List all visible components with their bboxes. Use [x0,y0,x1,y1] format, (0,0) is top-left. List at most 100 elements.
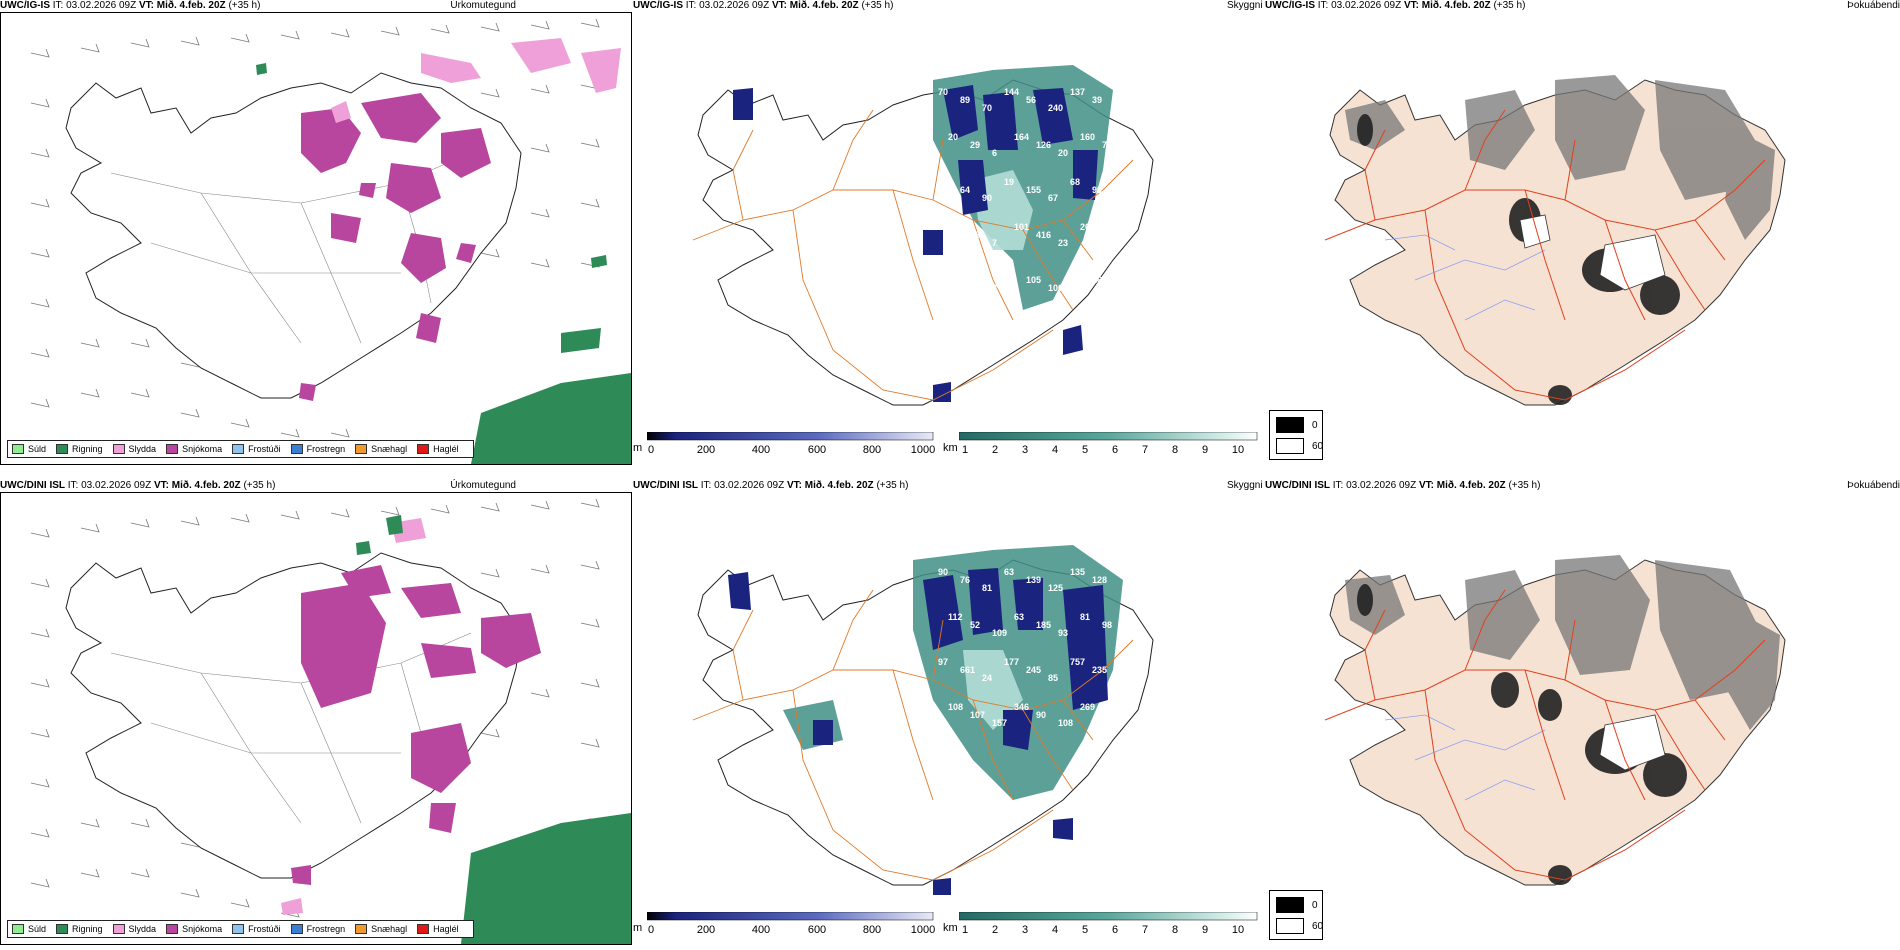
lead-time: (+35 h) [1493,0,1526,11]
vis-value-label: 93 [1102,230,1112,240]
vis-value-label: 29 [970,140,980,150]
vis-value-label: 137 [1070,87,1085,97]
vis-value-label: 89 [960,95,970,105]
row2-fog-panel: UWC/DINI ISL IT: 03.02.2026 09Z VT: Mið.… [1265,480,1900,945]
legend-item: Slydda [112,444,157,454]
vis-value-label: 235 [1092,665,1107,675]
vt-value: Mið. 4.feb. 20Z [171,480,241,491]
vis-value-label: 107 [970,710,985,720]
vis-value-label: 63 [1004,567,1014,577]
fog-key-low-label: 60 [1312,920,1324,932]
tick: 2 [991,924,999,936]
vis-value-label: 108 [1058,718,1073,728]
vis-light-areas [973,170,1033,250]
legend-swatch [417,924,430,934]
roads [692,109,1134,401]
vis-value-label: 105 [1026,275,1041,285]
tick: 600 [807,924,827,936]
fog-title: Þokuábendi [1847,0,1900,11]
vis-value-label: 101 [1014,222,1029,232]
fog-key-high: 0 [1276,897,1318,913]
tick: 600 [807,444,827,456]
tick: 0 [647,924,655,936]
vis-value-label: 67 [1048,193,1058,203]
precip-legend: Súld Rigning Slydda Snjókoma Frostúði Fr… [7,440,474,458]
vis-value-label: 155 [1026,185,1041,195]
legend-item: Haglél [417,924,459,934]
lead-time: (+35 h) [876,480,909,491]
vis-value-label: 85 [1048,673,1058,683]
tick: 1 [961,924,969,936]
precip-title: Úrkomutegund [450,480,516,491]
rivers [1384,714,1546,801]
fog-shading [1345,75,1775,240]
vis-value-label: 57 [970,320,980,330]
it-value: 03.02.2026 09Z [714,480,785,491]
glaciers [1599,714,1666,771]
legend-label: Slydda [128,924,157,934]
row2-precip-header: UWC/DINI ISL IT: 03.02.2026 09Z VT: Mið.… [0,480,275,491]
vis-colorbar-m: m 0 200 400 600 800 1000 [633,432,935,460]
fog-key-swatch [1276,417,1304,433]
legend-item: Frostúði [232,924,281,934]
legend-label: Snæhagl [371,444,408,454]
vis-value-label: 90 [1036,710,1046,720]
fog-map [1324,555,1786,886]
tick: 9 [1201,924,1209,936]
vis-labels: 90 76 81 63 139 125 135 128 112 52 109 63 185 93 81 98 9… [938,567,1117,728]
vis-value-label: 73 [1102,140,1112,150]
vt-value: Mið. 4.feb. 20Z [804,480,874,491]
rain-areas [356,515,631,944]
vis-value-label: 70 [938,87,948,97]
vis-value-label: 661 [960,665,975,675]
tick: 8 [1171,444,1179,456]
legend-swatch [290,444,303,454]
roads [1324,589,1766,881]
vis-low-areas [728,568,1108,895]
fog-key-high: 0 [1276,417,1318,433]
legend-swatch [232,444,245,454]
vis-value-label: 109 [992,628,1007,638]
legend-swatch [232,924,245,934]
roads [692,589,1134,881]
vis-value-label: 144 [1004,87,1019,97]
legend-item: Rigning [56,444,103,454]
vis-value-label: 269 [1080,702,1095,712]
row1-precip-panel: UWC/IG-IS IT: 03.02.2026 09Z VT: Mið. 4.… [0,0,632,465]
legend-label: Snæhagl [371,924,408,934]
legend-item: Súld [12,924,46,934]
vis-value-label: 126 [1036,140,1051,150]
colorbar-m-unit: m [633,442,643,454]
legend-swatch [166,444,179,454]
visibility-map: 70 89 70 144 56 240 137 39 20 29 6 164 126 20 160 73 78 6… [692,65,1154,406]
fog-key-low: 60 [1276,438,1323,454]
precip-title: Úrkomutegund [450,0,516,11]
row1-vis-panel: UWC/IG-IS IT: 03.02.2026 09Z VT: Mið. 4.… [633,0,1323,465]
tick: 6 [1111,444,1119,456]
tick: 1 [961,444,969,456]
vt-label: VT: [1403,0,1419,11]
vis-value-label: 118 [1102,710,1117,720]
vis-value-label: 90 [982,193,992,203]
vis-value-label: 99 [1092,185,1102,195]
legend-swatch [12,924,24,934]
sleet-areas [331,38,621,123]
vis-value-label: 7 [992,238,997,248]
vis-value-label: 6 [992,148,997,158]
tick: 10 [1231,444,1245,456]
legend-swatch [56,924,69,934]
vis-value-label: 95 [948,312,958,322]
vis-value-label: 160 [1080,132,1095,142]
legend-item: Rigning [56,924,103,934]
legend-label: Súld [28,924,47,934]
legend-label: Slydda [128,444,157,454]
colorbar-m-gradient [647,432,934,441]
model-name: UWC/IG-IS [633,0,683,11]
model-name: UWC/DINI ISL [1265,480,1330,491]
vis-value-label: 279 [938,267,953,277]
lead-time: (+35 h) [228,0,261,11]
model-name: UWC/IG-IS [1265,0,1315,11]
legend-label: Rigning [72,444,103,454]
colorbar-m-gradient [647,912,934,921]
roads [110,632,472,824]
